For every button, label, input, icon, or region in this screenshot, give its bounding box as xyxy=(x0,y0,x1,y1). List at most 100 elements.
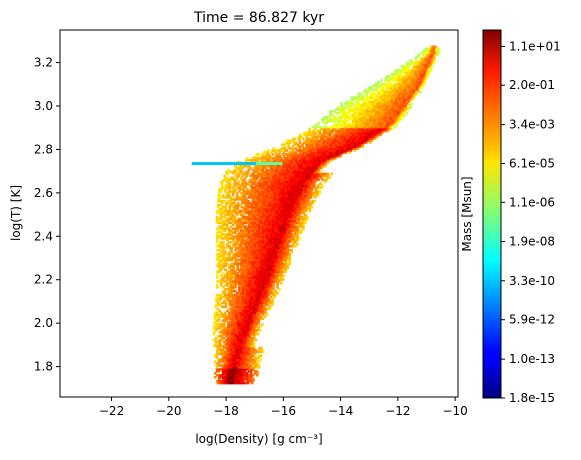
heatmap-cell xyxy=(231,368,235,371)
heatmap-cell xyxy=(246,336,250,340)
heatmap-cell xyxy=(240,375,243,379)
heatmap-cell xyxy=(220,182,224,185)
heatmap-cell xyxy=(295,157,299,160)
heatmap-cell xyxy=(429,67,433,70)
heatmap-cell xyxy=(221,221,225,225)
heatmap-cell xyxy=(380,127,383,131)
heatmap-cell xyxy=(252,329,256,332)
heatmap-cell xyxy=(246,260,249,264)
heatmap-cell xyxy=(372,98,376,101)
heatmap-cell xyxy=(373,114,376,117)
heatmap-cell xyxy=(236,340,240,344)
heatmap-cell xyxy=(368,88,371,92)
heatmap-cell xyxy=(234,272,237,275)
heatmap-cell xyxy=(311,145,315,148)
heatmap-cell xyxy=(237,217,241,221)
heatmap-cell xyxy=(217,217,221,221)
heatmap-cell xyxy=(253,370,257,373)
heatmap-cell xyxy=(256,229,259,232)
heatmap-cell xyxy=(232,325,236,328)
heatmap-cell xyxy=(235,352,239,356)
heatmap-cell xyxy=(229,352,233,356)
heatmap-cell xyxy=(262,289,265,293)
heatmap-cell xyxy=(258,291,261,295)
heatmap-cell xyxy=(245,319,248,322)
heatmap-cell xyxy=(355,145,359,148)
heatmap-cell xyxy=(239,321,242,324)
heatmap-cell xyxy=(315,166,319,170)
heatmap-cell xyxy=(231,301,234,305)
heatmap-cell xyxy=(285,168,289,172)
heatmap-cell xyxy=(258,203,262,207)
heatmap-cell xyxy=(222,280,225,283)
heatmap-cell xyxy=(263,215,267,219)
heatmap-cell xyxy=(245,221,249,225)
heatmap-cell xyxy=(296,192,299,195)
heatmap-cell xyxy=(221,291,225,295)
heatmap-cell xyxy=(234,164,237,168)
heatmap-cell xyxy=(216,248,219,252)
heatmap-cell xyxy=(221,319,224,322)
heatmap-cell xyxy=(240,377,243,381)
heatmap-cell xyxy=(269,299,272,303)
heatmap-cell xyxy=(267,168,271,172)
heatmap-cell xyxy=(215,297,218,301)
heatmap-cell xyxy=(232,178,236,182)
heatmap-cell xyxy=(224,176,227,180)
heatmap-cell xyxy=(225,293,229,297)
heatmap-cell xyxy=(294,147,298,150)
heatmap-cell xyxy=(362,90,366,94)
heatmap-cell xyxy=(304,213,307,217)
heatmap-cell xyxy=(313,168,317,172)
heatmap-cell xyxy=(246,289,249,293)
heatmap-cell xyxy=(241,364,245,367)
heatmap-cell xyxy=(258,188,261,191)
heatmap-cell xyxy=(309,153,313,156)
heatmap-cell xyxy=(219,364,223,367)
heatmap-cell xyxy=(249,194,253,197)
heatmap-cell xyxy=(224,246,227,250)
heatmap-cell xyxy=(242,184,246,187)
heatmap-cell xyxy=(336,129,340,133)
heatmap-cell xyxy=(233,368,237,371)
heatmap-cell xyxy=(306,147,310,150)
heatmap-cell xyxy=(227,362,231,365)
heatmap-cell xyxy=(217,375,221,379)
heatmap-cell xyxy=(278,266,281,270)
heatmap-cell xyxy=(220,244,223,248)
heatmap-cell xyxy=(263,315,267,318)
heatmap-cell xyxy=(318,151,322,154)
heatmap-cell xyxy=(244,325,248,328)
heatmap-cell xyxy=(231,366,235,369)
heatmap-cell xyxy=(250,303,254,307)
heatmap-cell xyxy=(333,116,336,119)
heatmap-cell xyxy=(260,243,263,246)
heatmap-cell xyxy=(268,252,271,256)
heatmap-cell xyxy=(288,223,291,227)
heatmap-cell xyxy=(319,149,323,152)
heatmap-cell xyxy=(254,158,258,162)
heatmap-cell xyxy=(241,321,244,324)
heatmap-cell xyxy=(311,170,314,174)
heatmap-cell xyxy=(268,289,271,293)
heatmap-cell xyxy=(244,158,248,162)
heatmap-cell xyxy=(334,151,338,154)
heatmap-cell xyxy=(243,352,247,356)
heatmap-cell xyxy=(226,348,229,352)
heatmap-cell xyxy=(223,227,227,230)
heatmap-cell xyxy=(331,145,335,148)
heatmap-cell xyxy=(258,248,261,252)
heatmap-cell xyxy=(252,241,255,244)
heatmap-cell xyxy=(252,344,256,348)
heatmap-cell xyxy=(282,155,286,158)
heatmap-cell xyxy=(268,291,271,295)
heatmap-cell xyxy=(282,184,286,187)
heatmap-cell xyxy=(282,237,285,240)
heatmap-cell xyxy=(341,143,344,146)
heatmap-cell xyxy=(297,166,301,170)
heatmap-cell xyxy=(284,186,288,189)
heatmap-cell xyxy=(224,205,228,209)
heatmap-cell xyxy=(352,127,355,131)
heatmap-cell xyxy=(308,190,311,193)
heatmap-cell xyxy=(255,194,259,197)
